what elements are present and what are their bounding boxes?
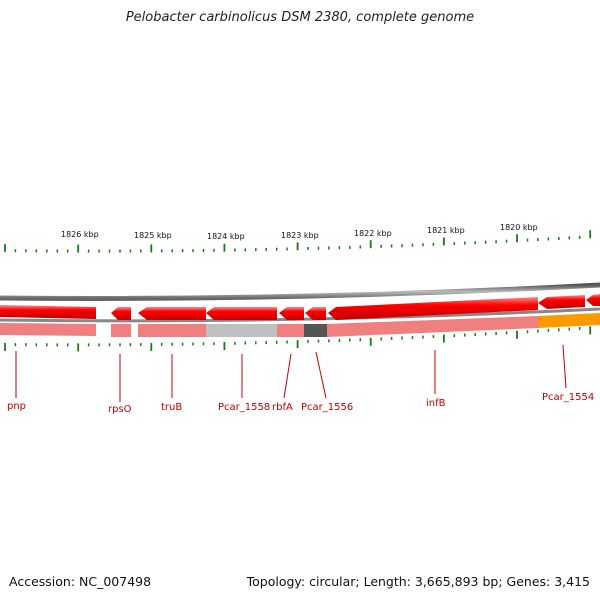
gene-arrow-rbfA xyxy=(279,307,304,320)
gene-label-truB: truB xyxy=(161,402,182,413)
gene-labels: pnp rpsO truB Pcar_1558 rbfA Pcar_1556 i… xyxy=(7,392,594,415)
gene-label-Pcar_1554: Pcar_1554 xyxy=(542,392,594,403)
accession-text: Accession: NC_007498 xyxy=(9,574,152,589)
scale-label: 1820 kbp xyxy=(500,223,538,232)
scale-label: 1823 kbp xyxy=(281,231,319,240)
gene-label-pnp: pnp xyxy=(7,401,26,412)
genome-title: Pelobacter carbinolicus DSM 2380, comple… xyxy=(125,10,475,25)
leader-rbfA xyxy=(283,353,292,399)
scale-label: 1822 kbp xyxy=(354,229,392,238)
feature-infB-light xyxy=(327,316,538,337)
gene-label-Pcar_1558: Pcar_1558 xyxy=(218,402,270,413)
gene-arrow-Pcar_1558 xyxy=(206,307,277,320)
feature-Pcar_1554-light xyxy=(538,313,600,328)
scale-labels: 1826 kbp 1825 kbp 1824 kbp 1823 kbp 1822… xyxy=(61,223,538,241)
gene-label-rbfA: rbfA xyxy=(272,402,293,413)
gene-arrow-next xyxy=(586,294,600,306)
feature-truB-light xyxy=(138,324,206,337)
gene-arrow-rpsO xyxy=(111,307,131,320)
scale-ticks-inner xyxy=(4,326,592,352)
leader-Pcar_1556 xyxy=(315,351,327,399)
feature-band-light xyxy=(0,313,600,337)
gene-label-Pcar_1556: Pcar_1556 xyxy=(301,402,353,413)
scale-label: 1826 kbp xyxy=(61,230,99,239)
genome-backbone xyxy=(0,282,600,301)
scale-label: 1824 kbp xyxy=(207,232,245,241)
scale-ticks-outer xyxy=(4,230,592,253)
gene-label-rpsO: rpsO xyxy=(108,404,132,415)
gene-arrow-Pcar_1554 xyxy=(538,295,585,309)
gene-arrow-pnp xyxy=(0,305,96,319)
feature-Pcar_1556-light xyxy=(304,324,327,337)
feature-rbfA-light xyxy=(277,324,304,337)
gene-arrow-truB xyxy=(138,307,206,320)
gene-label-leaders xyxy=(15,344,567,402)
gene-label-infB: infB xyxy=(426,398,446,409)
gene-arrows xyxy=(0,294,600,320)
gene-arrow-infB xyxy=(328,297,538,320)
scale-label: 1821 kbp xyxy=(427,226,465,235)
gene-arrow-Pcar_1556 xyxy=(305,307,326,320)
leader-Pcar_1554 xyxy=(562,344,567,389)
genome-summary-text: Topology: circular; Length: 3,665,893 bp… xyxy=(246,574,590,589)
feature-Pcar_1558-light xyxy=(206,324,277,337)
feature-pnp-light xyxy=(0,323,96,336)
scale-label: 1825 kbp xyxy=(134,231,172,240)
feature-rpsO-light xyxy=(111,324,131,337)
